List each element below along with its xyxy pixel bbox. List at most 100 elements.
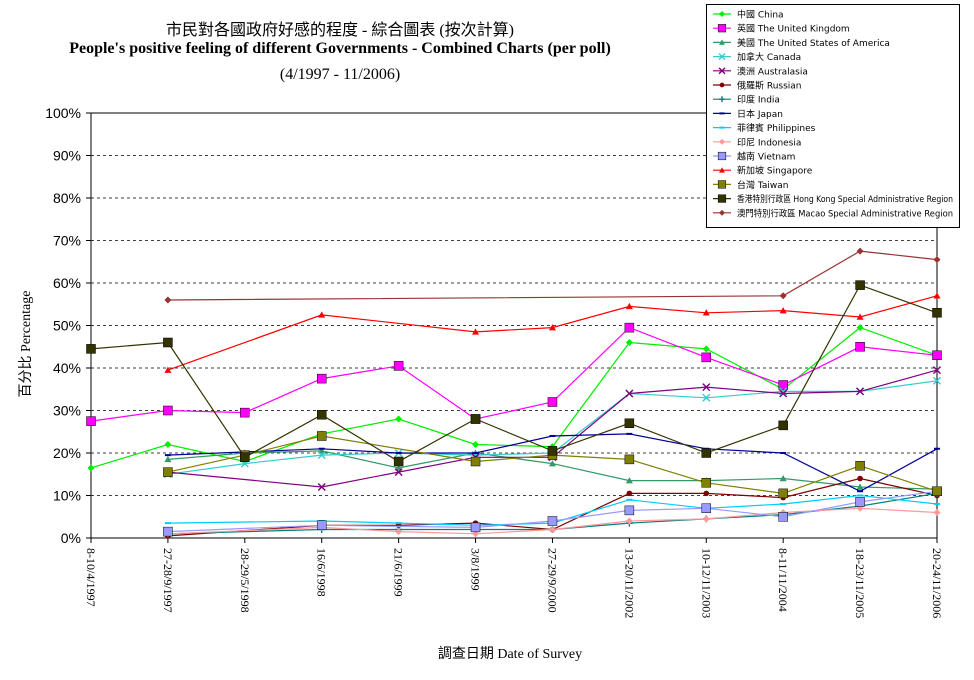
legend-label: 澳洲 Australasia — [737, 65, 808, 77]
data-point-taiwan — [624, 454, 635, 465]
data-point-the-united-kingdom — [163, 405, 173, 416]
data-point-the-united-kingdom — [701, 352, 712, 363]
data-point-the-united-kingdom — [316, 373, 327, 384]
series-line-australasia — [167, 369, 938, 488]
legend-marker — [719, 138, 725, 145]
data-point-russian — [857, 475, 863, 482]
data-point-the-united-states-of-america — [318, 447, 326, 454]
data-point-the-united-states-of-america — [548, 460, 556, 467]
legend-entry-australasia: 澳洲 Australasia — [713, 65, 808, 77]
legend-label: 台灣 Taiwan — [737, 179, 788, 191]
legend-marker — [719, 167, 725, 173]
data-point-macao-special-administrative-region — [933, 256, 941, 264]
data-point-taiwan — [778, 488, 788, 499]
data-point-hong-kong-special-administrative-region — [932, 308, 942, 318]
data-point-singapore — [472, 328, 480, 335]
data-point-canada — [317, 451, 326, 460]
x-tick-label: 16/6/1998 — [315, 548, 329, 597]
y-axis-label: 百分比 Percentage — [18, 291, 34, 398]
chart-date-range: (4/1997 - 11/2006) — [279, 66, 401, 83]
x-tick-label: 21/6/1999 — [392, 548, 406, 597]
data-point-the-united-states-of-america — [625, 477, 633, 484]
y-tick-label: 80% — [53, 190, 81, 206]
legend-marker — [719, 11, 725, 17]
legend-entry-vietnam: 越南 Vietnam — [713, 151, 795, 163]
data-point-vietnam — [470, 522, 481, 533]
data-point-the-united-states-of-america — [395, 464, 403, 471]
series-line-taiwan — [167, 435, 938, 495]
data-point-the-united-states-of-america — [779, 475, 787, 482]
data-point-china — [856, 324, 864, 332]
series-line-the-united-kingdom — [90, 326, 938, 422]
y-tick-label: 100% — [45, 105, 81, 121]
legend-label: 日本 Japan — [737, 108, 783, 120]
data-point-taiwan — [316, 431, 327, 441]
data-point-the-united-kingdom — [932, 350, 942, 360]
data-point-the-united-states-of-america — [164, 455, 172, 463]
legend-label: 新加坡 Singapore — [737, 165, 813, 177]
legend-entries: 中國 China 英國 The United Kingdom 美國 The Unit… — [713, 9, 953, 219]
legend-entry-india: 印度 India — [713, 94, 780, 106]
data-point-vietnam — [624, 505, 635, 516]
data-point-australasia — [702, 383, 711, 392]
legend-entry-russian: 俄羅斯 Russian — [713, 80, 802, 92]
data-point-vietnam — [701, 503, 712, 513]
data-point-hong-kong-special-administrative-region — [240, 452, 250, 462]
data-point-russian — [626, 490, 633, 497]
data-point-hong-kong-special-administrative-region — [86, 344, 96, 354]
legend-entry-indonesia: 印尼 Indonesia — [713, 136, 801, 148]
data-point-taiwan — [701, 478, 712, 488]
data-point-hong-kong-special-administrative-region — [701, 448, 712, 458]
legend-marker — [719, 82, 725, 88]
data-point-hong-kong-special-administrative-region — [778, 420, 788, 431]
y-axis-ticks: 0% 10% 20% 30% 40% 50% 60% 70% 80% 90% 100% — [45, 105, 91, 546]
data-point-vietnam — [316, 520, 327, 530]
data-point-hong-kong-special-administrative-region — [624, 418, 635, 428]
x-tick-label: 10-12/11/2003 — [699, 548, 713, 618]
legend-label: 中國 China — [737, 9, 784, 21]
legend-marker — [718, 53, 726, 61]
chart-title-english: People's positive feeling of different G… — [69, 40, 611, 57]
y-tick-label: 10% — [53, 488, 81, 504]
data-point-indonesia — [702, 515, 710, 523]
legend-label: 印尼 Indonesia — [737, 136, 801, 148]
x-axis-label: 調查日期 Date of Survey — [438, 646, 582, 662]
chart-title-chinese: 市民對各國政府好感的程度 - 綜合圖表 (按次計算) — [166, 22, 514, 39]
x-tick-label: 18-23/11/2005 — [853, 548, 867, 618]
data-point-indonesia — [548, 526, 556, 533]
x-tick-label: 8-11/11/2004 — [776, 548, 790, 612]
data-point-the-united-kingdom — [547, 397, 558, 407]
series-lines — [86, 247, 942, 539]
data-point-hong-kong-special-administrative-region — [163, 337, 173, 348]
y-tick-label: 20% — [53, 445, 81, 461]
y-tick-label: 90% — [53, 148, 81, 164]
data-point-indonesia — [625, 517, 633, 525]
legend-marker — [719, 96, 725, 103]
x-tick-label: 28-29/5/1998 — [238, 548, 252, 613]
legend-label: 菲律賓 Philippines — [737, 122, 816, 134]
data-point-taiwan — [163, 467, 173, 477]
legend-entry-hong-kong-special-administrative-region: 香港特別行政區 Hong Kong Special Administrative… — [713, 193, 953, 205]
series-line-japan — [167, 433, 938, 492]
legend-label: 加拿大 Canada — [737, 51, 801, 63]
series-hong-kong-special-administrative-region — [86, 280, 942, 467]
legend-marker — [719, 39, 725, 45]
y-tick-label: 50% — [53, 318, 81, 334]
series-line-hong-kong-special-administrative-region — [90, 284, 938, 463]
x-axis-ticks: 8-10/4/1997 27-28/9/1997 28-29/5/1998 16/6/… — [84, 538, 944, 618]
data-point-the-united-kingdom — [86, 416, 96, 426]
data-point-singapore — [779, 307, 787, 314]
y-tick-label: 0% — [61, 530, 81, 546]
data-point-the-united-kingdom — [778, 380, 788, 390]
legend-entry-china: 中國 China — [713, 9, 784, 21]
legend-entry-canada: 加拿大 Canada — [713, 51, 801, 63]
data-point-china — [625, 339, 633, 346]
series-macao-special-administrative-region — [164, 247, 941, 304]
data-point-indonesia — [933, 509, 941, 516]
y-tick-label: 40% — [53, 360, 81, 376]
data-point-singapore — [164, 366, 172, 373]
legend-label: 英國 The United Kingdom — [737, 23, 850, 35]
data-point-macao-special-administrative-region — [164, 296, 172, 304]
legend-marker — [717, 194, 727, 203]
data-point-hong-kong-special-administrative-region — [316, 410, 327, 420]
